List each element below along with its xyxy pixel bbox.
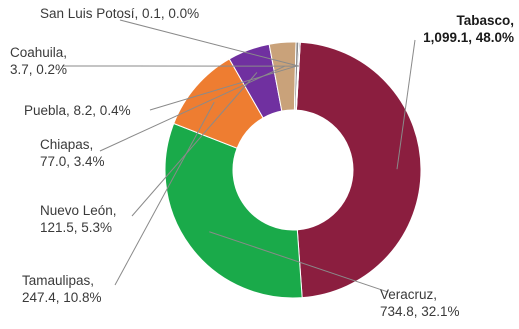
label-chiapas: Chiapas, 77.0, 3.4%: [40, 136, 105, 170]
leader-line-san-luis-potos-: [120, 20, 299, 66]
label-veracruz-line1: Veracruz,: [380, 286, 460, 303]
label-tabasco-line1: Tabasco,: [404, 12, 514, 29]
label-veracruz-line2: 734.8, 32.1%: [380, 303, 460, 320]
label-coahuila-line2: 3.7, 0.2%: [10, 61, 67, 78]
label-chiapas-line1: Chiapas,: [40, 136, 105, 153]
slice-tabasco: [296, 42, 421, 297]
slice-veracruz: [165, 123, 302, 298]
label-puebla-line1: Puebla, 8.2, 0.4%: [24, 102, 131, 119]
label-chiapas-line2: 77.0, 3.4%: [40, 153, 105, 170]
label-coahuila-line1: Coahuila,: [10, 44, 67, 61]
label-veracruz: Veracruz, 734.8, 32.1%: [380, 286, 460, 320]
label-tamaulipas-line1: Tamaulipas,: [22, 272, 102, 289]
label-puebla: Puebla, 8.2, 0.4%: [24, 102, 131, 119]
label-coahuila: Coahuila, 3.7, 0.2%: [10, 44, 67, 78]
label-nuevo-leon-line2: 121.5, 5.3%: [40, 219, 117, 236]
label-tabasco-line2: 1,099.1, 48.0%: [404, 29, 514, 46]
label-tamaulipas-line2: 247.4, 10.8%: [22, 289, 102, 306]
label-nuevo-leon-line1: Nuevo León,: [40, 202, 117, 219]
label-tabasco: Tabasco, 1,099.1, 48.0%: [404, 12, 514, 46]
label-nuevo-leon: Nuevo León, 121.5, 5.3%: [40, 202, 117, 236]
label-tamaulipas: Tamaulipas, 247.4, 10.8%: [22, 272, 102, 306]
label-san-luis-potosi-line1: San Luis Potosí, 0.1, 0.0%: [40, 5, 199, 22]
label-san-luis-potosi: San Luis Potosí, 0.1, 0.0%: [40, 5, 199, 22]
